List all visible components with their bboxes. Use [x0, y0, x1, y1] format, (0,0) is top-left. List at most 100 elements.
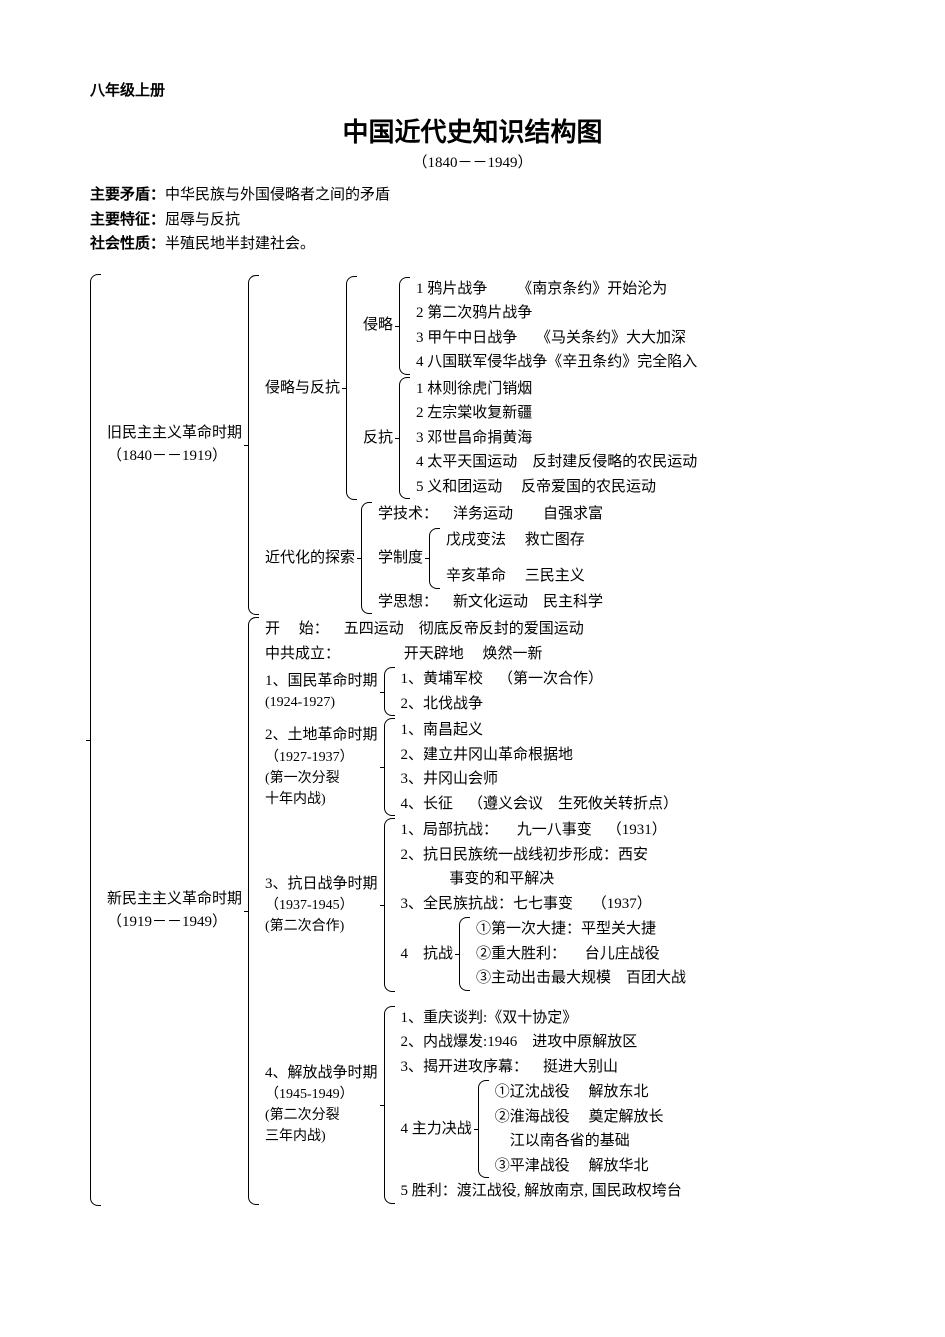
leaf-item: 2 第二次鸦片战争 — [416, 302, 697, 325]
resist-label: 反抗 — [363, 377, 393, 500]
invade-label: 侵略 — [363, 277, 393, 375]
resist-branch: 反抗 1 林则徐虎门销烟 2 左宗棠收复新疆 3 邓世昌命捐黄海 4 太平天国运… — [363, 377, 697, 500]
bracket-icon — [384, 718, 395, 816]
leaf-item: 辛亥革命 三民主义 — [446, 565, 585, 588]
leaf-item: 3、井冈山会师 — [401, 768, 679, 791]
bracket-icon — [429, 528, 440, 589]
leaf-item: 4、长征 （遵义会议 生死攸关转折点） — [401, 793, 679, 816]
grade-label: 八年级上册 — [90, 80, 855, 103]
bracket-icon — [384, 1006, 395, 1204]
leaf-item: ①第一次大捷：平型关大捷 — [476, 918, 686, 941]
leaf-item: 1、局部抗战： 九一八事变 （1931） — [401, 819, 687, 842]
leaf-item: 2、北伐战争 — [401, 693, 604, 716]
meta-feature: 主要特征：屈辱与反抗 — [90, 209, 855, 232]
leaf-item: 1、南昌起义 — [401, 719, 679, 742]
new-democracy-period: 新民主主义革命时期 （1919－－1949） 开 始： 五四运动 彻底反帝反封的… — [107, 617, 697, 1205]
spacer — [265, 993, 686, 1005]
meta-label: 社会性质： — [90, 236, 165, 252]
label-line: 旧民主主义革命时期 — [107, 422, 242, 445]
label-line: 十年内战) — [265, 789, 378, 810]
leaf-item: ②淮海战役 奠定解放长 — [495, 1106, 664, 1129]
meta-label: 主要特征： — [90, 212, 165, 228]
bracket-icon — [384, 667, 395, 716]
bracket-icon — [478, 1080, 489, 1178]
leaf-item: 1 林则徐虎门销烟 — [416, 378, 697, 401]
meta-value: 半殖民地半封建社会。 — [165, 236, 315, 252]
spacer — [446, 552, 585, 564]
label-line: 近代化的探索 — [265, 547, 355, 570]
institution-label: 学制度 — [378, 528, 423, 589]
label-line: 三年内战) — [265, 1126, 378, 1147]
label-line: （1945-1949） — [265, 1084, 378, 1105]
bracket-icon — [361, 502, 372, 614]
leaf-item: 2、建立井冈山革命根据地 — [401, 744, 679, 767]
label-line: (第二次分裂 — [265, 1105, 378, 1126]
leaf-item: 3 邓世昌命捐黄海 — [416, 427, 697, 450]
bracket-icon — [384, 818, 395, 992]
invade-resist-label: 侵略与反抗 — [265, 276, 340, 501]
decisive-battles-branch: 4 主力决战 ①辽沈战役 解放东北 ②淮海战役 奠定解放长 江以南各省的基础 ③… — [401, 1080, 682, 1178]
leaf-item: 4 八国联军侵华战争《辛丑条约》完全陷入 — [416, 351, 697, 374]
leaf-item: 3 甲午中日战争 《马关条约》大大加深 — [416, 327, 697, 350]
label-line: （1840－－1919） — [107, 445, 242, 468]
leaf-item: 2、内战爆发:1946 进攻中原解放区 — [401, 1031, 682, 1054]
bracket-icon — [459, 917, 470, 991]
period-label: 1、国民革命时期 (1924-1927) — [265, 667, 378, 716]
bracket-icon — [248, 275, 259, 616]
institution-branch: 学制度 戊戌变法 救亡图存 辛亥革命 三民主义 — [378, 528, 603, 589]
leaf-item: ①辽沈战役 解放东北 — [495, 1081, 664, 1104]
new-period-label: 新民主主义革命时期 （1919－－1949） — [107, 617, 242, 1205]
bracket-icon — [399, 277, 410, 375]
anti-japanese-war: 3、抗日战争时期 （1937-1945） (第二次合作) 1、局部抗战： 九一八… — [265, 818, 686, 992]
label-line: (1924-1927) — [265, 692, 378, 713]
leaf-item: 学技术： 洋务运动 自强求富 — [378, 503, 603, 526]
label-line: (第二次合作) — [265, 916, 378, 937]
meta-value: 屈辱与反抗 — [165, 212, 240, 228]
modernization: 近代化的探索 学技术： 洋务运动 自强求富 学制度 戊戌变法 救亡图存 辛亥革命… — [265, 502, 697, 614]
leaf-item: 2、抗日民族统一战线初步形成：西安 — [401, 844, 687, 867]
period-label: 3、抗日战争时期 （1937-1945） (第二次合作) — [265, 818, 378, 992]
label-line: 2、土地革命时期 — [265, 724, 378, 747]
leaf-item: ③平津战役 解放华北 — [495, 1155, 664, 1178]
leaf-item: 3、揭开进攻序幕： 挺进大别山 — [401, 1056, 682, 1079]
bracket-icon — [399, 377, 410, 500]
period-label: 4、解放战争时期 （1945-1949） (第二次分裂 三年内战) — [265, 1006, 378, 1204]
period-label: 2、土地革命时期 （1927-1937） (第一次分裂 十年内战) — [265, 718, 378, 816]
bracket-icon — [90, 274, 101, 1206]
leaf-item: 4 太平天国运动 反封建反侵略的农民运动 — [416, 451, 697, 474]
leaf-item: 5 义和团运动 反帝爱国的农民运动 — [416, 476, 697, 499]
meta-value: 中华民族与外国侵略者之间的矛盾 — [165, 187, 390, 203]
old-democracy-period: 旧民主主义革命时期 （1840－－1919） 侵略与反抗 侵略 — [107, 275, 697, 616]
invade-resist: 侵略与反抗 侵略 1 鸦片战争 《南京条约》开始沦为 2 第二次鸦片战争 3 甲… — [265, 276, 697, 501]
label-line: 3、抗日战争时期 — [265, 873, 378, 896]
national-revolution: 1、国民革命时期 (1924-1927) 1、黄埔军校 （第一次合作） 2、北伐… — [265, 667, 686, 716]
page-subtitle: （1840－－1949） — [90, 152, 855, 175]
leaf-item: 戊戌变法 救亡图存 — [446, 529, 585, 552]
label-line: 新民主主义革命时期 — [107, 888, 242, 911]
label-line: （1937-1945） — [265, 895, 378, 916]
leaf-item: 事变的和平解决 — [401, 868, 687, 891]
label-line: (第一次分裂 — [265, 768, 378, 789]
leaf-item: 江以南各省的基础 — [495, 1130, 664, 1153]
battles-branch: 4 抗战 ①第一次大捷：平型关大捷 ②重大胜利： 台儿庄战役 ③主动出击最大规模… — [401, 917, 687, 991]
liberation-war: 4、解放战争时期 （1945-1949） (第二次分裂 三年内战) 1、重庆谈判… — [265, 1006, 686, 1204]
root-tree: 旧民主主义革命时期 （1840－－1919） 侵略与反抗 侵略 — [90, 274, 855, 1206]
land-revolution: 2、土地革命时期 （1927-1937） (第一次分裂 十年内战) 1、南昌起义… — [265, 718, 686, 816]
label-line: 4、解放战争时期 — [265, 1062, 378, 1085]
label-line: 侵略与反抗 — [265, 377, 340, 400]
page-title: 中国近代史知识结构图 — [90, 113, 855, 152]
leaf-item: 2 左宗棠收复新疆 — [416, 402, 697, 425]
leaf-item: 1、重庆谈判:《双十协定》 — [401, 1007, 682, 1030]
label-line: 1、国民革命时期 — [265, 670, 378, 693]
label-line: （1927-1937） — [265, 747, 378, 768]
modernization-label: 近代化的探索 — [265, 502, 355, 614]
meta-nature: 社会性质：半殖民地半封建社会。 — [90, 233, 855, 256]
leaf-item: ②重大胜利： 台儿庄战役 — [476, 943, 686, 966]
leaf-item: 开 始： 五四运动 彻底反帝反封的爱国运动 — [265, 618, 686, 641]
bracket-icon — [248, 617, 259, 1205]
leaf-item: 1 鸦片战争 《南京条约》开始沦为 — [416, 278, 697, 301]
old-period-label: 旧民主主义革命时期 （1840－－1919） — [107, 275, 242, 616]
bracket-icon — [346, 276, 357, 501]
leaf-item: 3、全民族抗战：七七事变 （1937） — [401, 893, 687, 916]
battles-label: 4 抗战 — [401, 917, 454, 991]
